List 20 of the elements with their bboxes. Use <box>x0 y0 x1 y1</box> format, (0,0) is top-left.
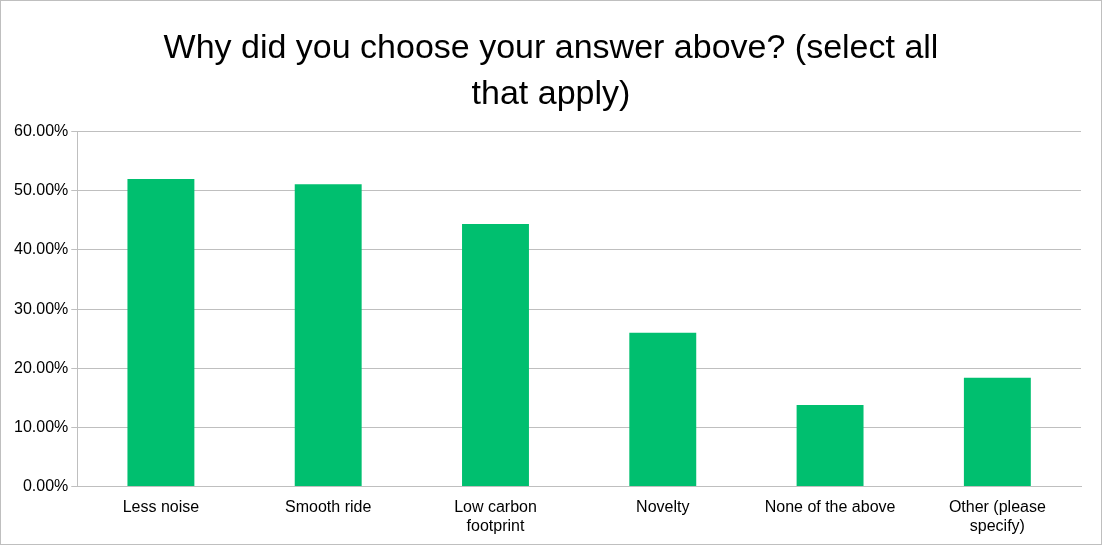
chart-title: Why did you choose your answer above? (select all that apply) <box>162 26 940 113</box>
bar <box>963 377 1031 487</box>
y-tick-label: 60.00% <box>14 122 69 140</box>
x-tick-label: Smooth ride <box>285 497 372 515</box>
bar <box>629 332 697 487</box>
y-tick-label: 0.00% <box>22 477 69 495</box>
y-tick-label: 50.00% <box>14 181 69 199</box>
x-tick-label: Low carbon footprint <box>454 497 537 534</box>
y-tick-label: 10.00% <box>14 417 69 435</box>
y-tick-label: 40.00% <box>14 240 69 258</box>
x-tick-label: Other (please specify) <box>948 497 1046 534</box>
bar <box>127 178 195 487</box>
x-tick-label: Novelty <box>636 497 690 515</box>
y-tick-label: 20.00% <box>14 358 69 376</box>
bar <box>462 223 529 487</box>
x-tick-label: None of the above <box>764 497 896 515</box>
bar <box>294 184 362 487</box>
bar <box>796 404 864 487</box>
y-tick-label: 30.00% <box>14 299 69 317</box>
x-tick-label: Less noise <box>122 497 200 515</box>
